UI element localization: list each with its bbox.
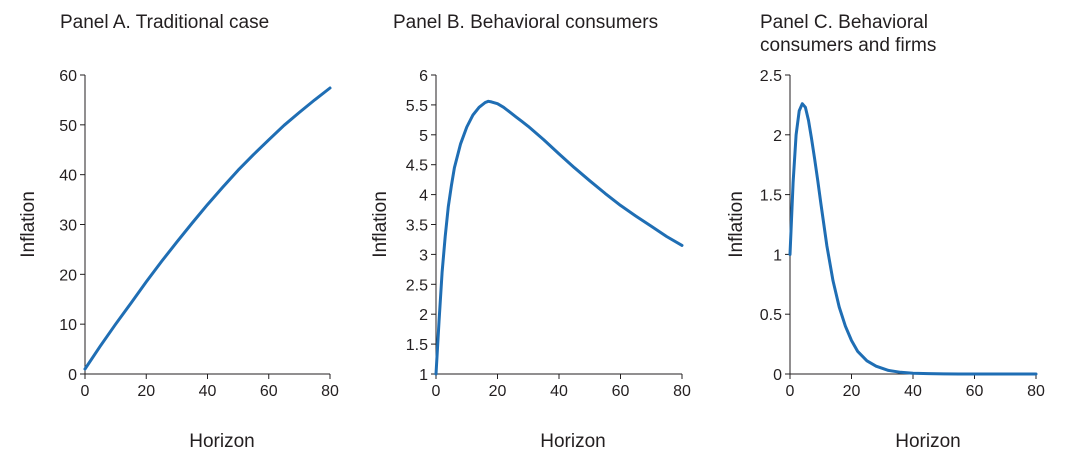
y-tick-label: 10 xyxy=(59,317,77,334)
x-axis-title: Horizon xyxy=(540,431,605,452)
x-tick-label: 20 xyxy=(137,383,155,400)
y-axis-title: Inflation xyxy=(18,191,39,258)
x-tick-label: 0 xyxy=(81,383,90,400)
y-tick-label: 30 xyxy=(59,218,77,235)
y-tick-label: 60 xyxy=(59,68,77,85)
x-tick-label: 60 xyxy=(260,383,278,400)
y-tick-label: 4.5 xyxy=(406,158,428,175)
x-tick-label: 0 xyxy=(786,383,795,400)
y-tick-label: 50 xyxy=(59,118,77,135)
x-tick-label: 40 xyxy=(904,383,922,400)
y-tick-label: 0 xyxy=(68,367,77,384)
y-tick-label: 0 xyxy=(773,367,782,384)
y-tick-label: 2 xyxy=(419,307,428,324)
y-tick-label: 1.5 xyxy=(406,337,428,354)
x-tick-label: 60 xyxy=(612,383,630,400)
y-axis-title: Inflation xyxy=(370,191,391,258)
panel-title-line: consumers and firms xyxy=(760,35,936,56)
x-tick-label: 20 xyxy=(489,383,507,400)
series-line xyxy=(788,102,1038,376)
y-tick-label: 1 xyxy=(773,247,782,264)
x-tick-label: 80 xyxy=(1027,383,1045,400)
x-tick-label: 60 xyxy=(966,383,984,400)
panel-title-line: Panel A. Traditional case xyxy=(60,12,269,33)
x-tick-label: 80 xyxy=(321,383,339,400)
y-tick-label: 2.5 xyxy=(406,277,428,294)
panel-title-line: Panel C. Behavioral xyxy=(760,12,928,33)
series-line xyxy=(83,86,332,371)
panel-1: Panel A. Traditional case 0 10 20 30 40 50 60 0 2… xyxy=(18,12,339,452)
y-axis-title: Inflation xyxy=(726,191,747,258)
y-tick-label: 2.5 xyxy=(760,68,782,85)
y-tick-label: 1 xyxy=(419,367,428,384)
y-tick-label: 6 xyxy=(419,68,428,85)
panel-2: Panel B. Behavioral consumers 1 1.5 2 2.5 3 3.… xyxy=(370,12,691,452)
y-tick-label: 3 xyxy=(419,247,428,264)
panel-title-line: Panel B. Behavioral consumers xyxy=(393,12,658,33)
x-tick-label: 40 xyxy=(550,383,568,400)
series-line xyxy=(434,99,684,376)
y-tick-label: 1.5 xyxy=(760,188,782,205)
x-tick-label: 80 xyxy=(673,383,691,400)
x-tick-label: 20 xyxy=(843,383,861,400)
x-tick-label: 0 xyxy=(432,383,441,400)
y-tick-label: 5.5 xyxy=(406,98,428,115)
y-tick-label: 3.5 xyxy=(406,218,428,235)
y-tick-label: 20 xyxy=(59,267,77,284)
y-tick-label: 40 xyxy=(59,168,77,185)
y-tick-label: 2 xyxy=(773,128,782,145)
y-tick-label: 0.5 xyxy=(760,307,782,324)
y-tick-label: 5 xyxy=(419,128,428,145)
y-tick-label: 4 xyxy=(419,188,428,205)
x-axis-title: Horizon xyxy=(895,431,960,452)
x-axis-title: Horizon xyxy=(189,431,254,452)
x-tick-label: 40 xyxy=(199,383,217,400)
